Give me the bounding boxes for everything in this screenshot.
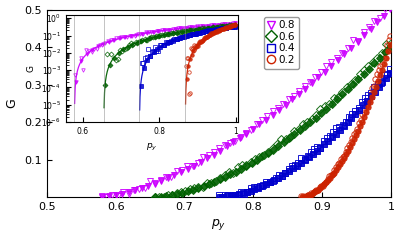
Y-axis label: G: G [6, 99, 18, 108]
Legend: 0.8, 0.6, 0.4, 0.2: 0.8, 0.6, 0.4, 0.2 [264, 17, 299, 69]
X-axis label: $p_y$: $p_y$ [211, 218, 226, 233]
